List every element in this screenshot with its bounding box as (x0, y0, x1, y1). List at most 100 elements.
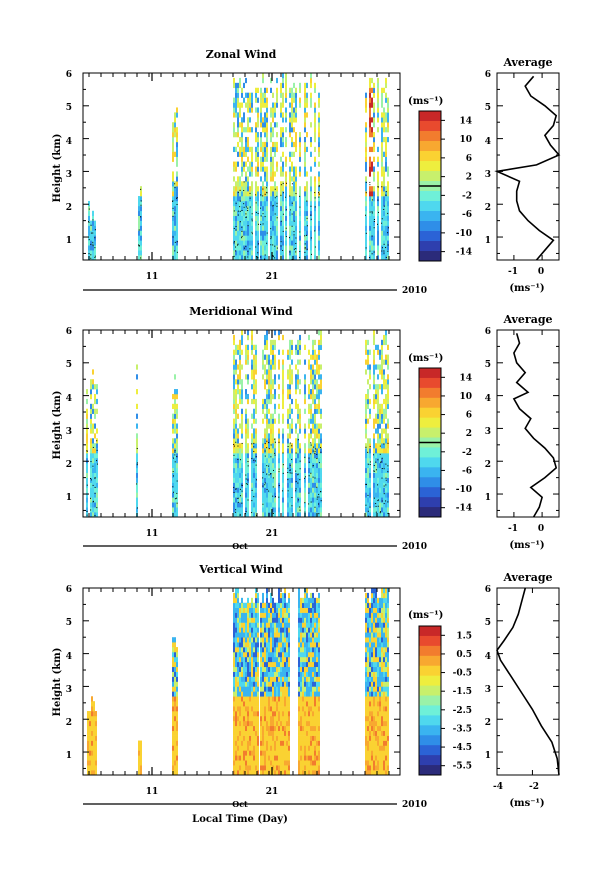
heatmap-cell (375, 457, 377, 464)
heatmap-cell (385, 443, 387, 449)
heatmap-cell (270, 166, 272, 172)
heatmap-cell (235, 676, 237, 682)
contour-mark (255, 211, 257, 213)
heatmap-cell (174, 725, 176, 732)
heatmap-cell (138, 240, 140, 246)
heatmap-cell (278, 438, 280, 444)
heatmap-cell (233, 393, 235, 400)
heatmap-cell (237, 230, 239, 236)
heatmap-cell (286, 715, 288, 722)
heatmap-cell (255, 240, 257, 246)
heatmap-cell (365, 433, 367, 439)
heatmap-cell (375, 453, 377, 459)
heatmap-cell (312, 428, 314, 434)
heatmap-cell (295, 374, 297, 380)
heatmap-cell (306, 597, 308, 604)
heatmap-cell (377, 438, 379, 444)
heatmap-cell (314, 671, 316, 677)
contour-mark (255, 246, 257, 248)
heatmap-cell (314, 482, 316, 488)
heatmap-cell (308, 770, 310, 775)
heatmap-cell (253, 428, 255, 434)
contour-mark (239, 513, 241, 515)
heatmap-cell (314, 146, 316, 153)
heatmap-cell (249, 661, 251, 668)
heatmap-cell (96, 398, 98, 405)
heatmap-cell (266, 642, 268, 648)
heatmap-cell (262, 240, 264, 246)
heatmap-cell (365, 477, 367, 483)
heatmap-cell (233, 647, 235, 653)
heatmap-cell (260, 87, 262, 93)
contour-mark (369, 506, 371, 508)
heatmap-cell (295, 462, 297, 469)
contour-mark (241, 226, 243, 228)
heatmap-cell (310, 602, 312, 608)
heatmap-cell (318, 235, 320, 241)
heatmap-cell (138, 255, 140, 260)
heatmap-cell (270, 393, 272, 400)
heatmap-cell (138, 745, 140, 751)
heatmap-cell (314, 735, 316, 741)
heatmap-cell (318, 477, 320, 483)
heatmap-cell (383, 215, 385, 221)
heatmap-cell (251, 330, 253, 336)
heatmap-cell (260, 220, 262, 226)
heatmap-cell (251, 745, 253, 751)
heatmap-cell (172, 393, 174, 400)
contour-mark (387, 212, 389, 214)
heatmap-cell (249, 647, 251, 653)
heatmap-cell (385, 330, 387, 336)
heatmap-cell (89, 715, 91, 722)
heatmap-cell (257, 117, 259, 123)
heatmap-cell (280, 750, 282, 756)
heatmap-cell (365, 482, 367, 488)
heatmap-cell (239, 225, 241, 231)
heatmap-cell (249, 161, 251, 167)
heatmap-cell (264, 656, 266, 663)
heatmap-cell (235, 102, 237, 108)
heatmap-cell (270, 715, 272, 722)
heatmap-cell (286, 696, 288, 702)
heatmap-cell (280, 765, 282, 771)
heatmap-cell (264, 97, 266, 103)
heatmap-cell (95, 725, 97, 732)
heatmap-cell (373, 87, 375, 93)
heatmap-cell (255, 632, 257, 638)
heatmap-cell (314, 730, 316, 736)
heatmap-cell (314, 423, 316, 429)
heatmap-cell (300, 760, 302, 766)
heatmap-cell (316, 462, 318, 469)
heatmap-cell (272, 730, 274, 736)
heatmap-cell (280, 647, 282, 653)
heatmap-cell (367, 502, 369, 508)
contour-mark (247, 499, 249, 501)
heatmap-cell (245, 701, 247, 707)
heatmap-cell (172, 453, 174, 459)
heatmap-cell (282, 755, 284, 761)
contour-mark (377, 186, 379, 188)
heatmap-cell (239, 364, 241, 370)
heatmap-cell (278, 602, 280, 608)
heatmap-cell (289, 472, 291, 478)
heatmap-cell (94, 384, 96, 390)
heatmap-cell (284, 627, 286, 633)
heatmap-cell (304, 428, 306, 434)
heatmap-cell (304, 651, 306, 658)
contour-mark (385, 500, 387, 502)
heatmap-cell (270, 472, 272, 478)
heatmap-cell (264, 760, 266, 766)
heatmap-cell (274, 770, 276, 775)
heatmap-cell (287, 477, 289, 483)
heatmap-cell (293, 181, 295, 187)
heatmap-cell (285, 255, 287, 260)
heatmap-cell (318, 339, 320, 346)
heatmap-cell (373, 200, 375, 207)
heatmap-cell (288, 612, 290, 618)
heatmap-cell (381, 141, 383, 148)
heatmap-cell (241, 607, 243, 613)
heatmap-cell (381, 467, 383, 474)
heatmap-cell (249, 651, 251, 658)
heatmap-cell (377, 398, 379, 405)
heatmap-cell (276, 760, 278, 766)
